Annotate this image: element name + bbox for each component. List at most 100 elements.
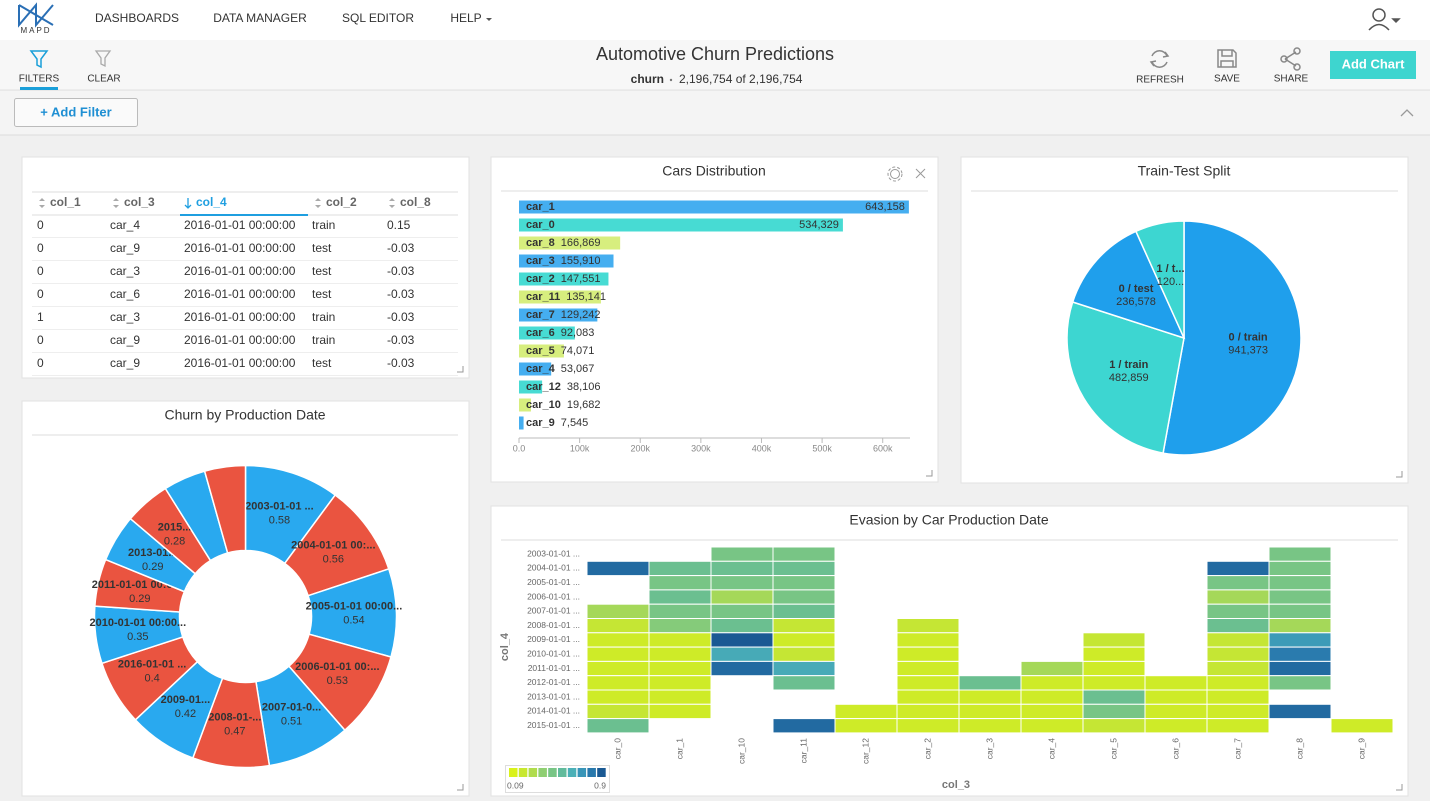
close-icon[interactable]	[915, 168, 926, 179]
resize-handle[interactable]	[1396, 471, 1403, 478]
value-label: 129,242	[561, 309, 601, 321]
y-tick-label: 2005-01-01 ...	[527, 577, 580, 587]
bar	[519, 362, 552, 376]
heat-cell	[648, 560, 712, 577]
heat-cell	[772, 632, 836, 648]
heat-cell	[1082, 703, 1146, 720]
heat-cell	[1206, 603, 1270, 620]
sort-arrow	[184, 198, 192, 209]
filter-icon[interactable]	[29, 50, 49, 69]
add-chart-label[interactable]: Add Chart	[1342, 56, 1406, 71]
heat-cell	[1268, 632, 1332, 648]
heat-cell	[896, 689, 960, 705]
pie-slice	[1066, 301, 1185, 454]
settings-icon[interactable]	[890, 169, 900, 179]
bar-label: car_1	[526, 201, 555, 213]
bar-label: car_2	[526, 273, 555, 285]
x-tick-label: car_3	[984, 738, 994, 760]
x-tick-label: car_7	[1232, 738, 1242, 760]
nav-item[interactable]: SQL EDITOR	[342, 11, 414, 25]
table-cell: 0.15	[387, 218, 411, 232]
nav-item[interactable]: DATA MANAGER	[213, 11, 307, 25]
bar	[519, 308, 598, 322]
slice-value: 0.58	[269, 514, 290, 526]
user-menu[interactable]	[1368, 8, 1401, 31]
bar	[519, 218, 843, 232]
panel-icons	[457, 166, 1403, 791]
x-tick-label: car_10	[736, 738, 746, 764]
heat-cell	[648, 632, 712, 648]
refresh-icon[interactable]	[1149, 50, 1170, 68]
heat-cell	[1206, 618, 1270, 634]
table-cell: 2016-01-01 00:00:00	[184, 241, 296, 255]
heat-cell	[896, 646, 960, 662]
pie-slice	[1071, 230, 1186, 340]
slice-label: 2016-01-01 ...	[118, 659, 187, 671]
y-tick-label: 2007-01-01 ...	[527, 606, 580, 616]
pie-slice	[1162, 220, 1302, 456]
slice-label: 1 / t...	[1156, 263, 1184, 275]
heat-cell	[586, 703, 650, 720]
user-icon	[1372, 8, 1386, 22]
heat-cell	[1082, 718, 1146, 734]
y-tick-label: 2015-01-01 ...	[527, 720, 580, 730]
bar-label: car_3	[526, 255, 555, 267]
heat-cell	[1268, 575, 1332, 591]
logo-mark	[18, 2, 54, 28]
table-cell: car_4	[110, 218, 140, 232]
column-header: col_4	[196, 195, 227, 209]
save-button[interactable]: SAVE	[1214, 74, 1240, 85]
resize-handle[interactable]	[1396, 784, 1403, 791]
column-header: col_2	[326, 195, 357, 209]
filters-tab[interactable]: FILTERS	[19, 74, 60, 85]
column-header: col_8	[400, 195, 431, 209]
clear-icon[interactable]	[94, 50, 112, 68]
slice-value: 0.29	[129, 593, 150, 605]
heat-cell	[772, 603, 836, 620]
share-button[interactable]: SHARE	[1274, 74, 1309, 85]
y-tick-label: 2009-01-01 ...	[527, 634, 580, 644]
bar-label: car_7	[526, 309, 555, 321]
legend-swatch	[587, 768, 596, 777]
heat-cell	[1206, 632, 1270, 648]
table-cell: 1	[37, 310, 44, 324]
add-chart-button[interactable]	[1330, 51, 1416, 79]
value-label: 166,869	[561, 237, 601, 249]
resize-handle[interactable]	[457, 366, 464, 373]
heat-cell	[586, 660, 650, 677]
value-label: 135,141	[566, 291, 606, 303]
x-axis-label: col_3	[942, 779, 970, 791]
table-cell: -0.03	[387, 264, 415, 278]
logo[interactable]	[18, 2, 54, 28]
heat-cell	[710, 575, 774, 591]
slice-value: 0.35	[127, 631, 148, 643]
heat-cell	[1144, 703, 1208, 720]
resize-handle[interactable]	[926, 470, 933, 477]
nav-item[interactable]: DASHBOARDS	[95, 11, 179, 25]
x-tick-label: car_12	[860, 738, 870, 764]
resize-handle[interactable]	[457, 784, 464, 791]
slice-value: 0.4	[144, 673, 159, 685]
add-filter-label[interactable]: + Add Filter	[40, 104, 111, 119]
table-cell: 0	[37, 356, 44, 370]
add-filter-button[interactable]	[14, 98, 138, 127]
sort-icon	[39, 198, 45, 208]
value-label: 7,545	[561, 417, 589, 429]
clear-button[interactable]: CLEAR	[87, 74, 120, 85]
heat-cell	[1206, 675, 1270, 691]
refresh-button[interactable]: REFRESH	[1136, 75, 1184, 86]
table-name: churn	[631, 72, 664, 86]
nav-item[interactable]: HELP	[450, 11, 481, 25]
logo-text: MAPD	[20, 26, 51, 35]
heat-cell	[1082, 689, 1146, 705]
collapse-button[interactable]	[1400, 109, 1414, 117]
save-icon[interactable]	[1217, 49, 1237, 68]
bar	[519, 272, 609, 286]
heat-cell	[1020, 718, 1084, 734]
heat-cell	[772, 675, 836, 691]
bar-label: car_4	[526, 363, 556, 375]
heat-cell	[1330, 718, 1394, 734]
heat-cell	[1268, 603, 1332, 620]
heat-cell	[586, 689, 650, 705]
